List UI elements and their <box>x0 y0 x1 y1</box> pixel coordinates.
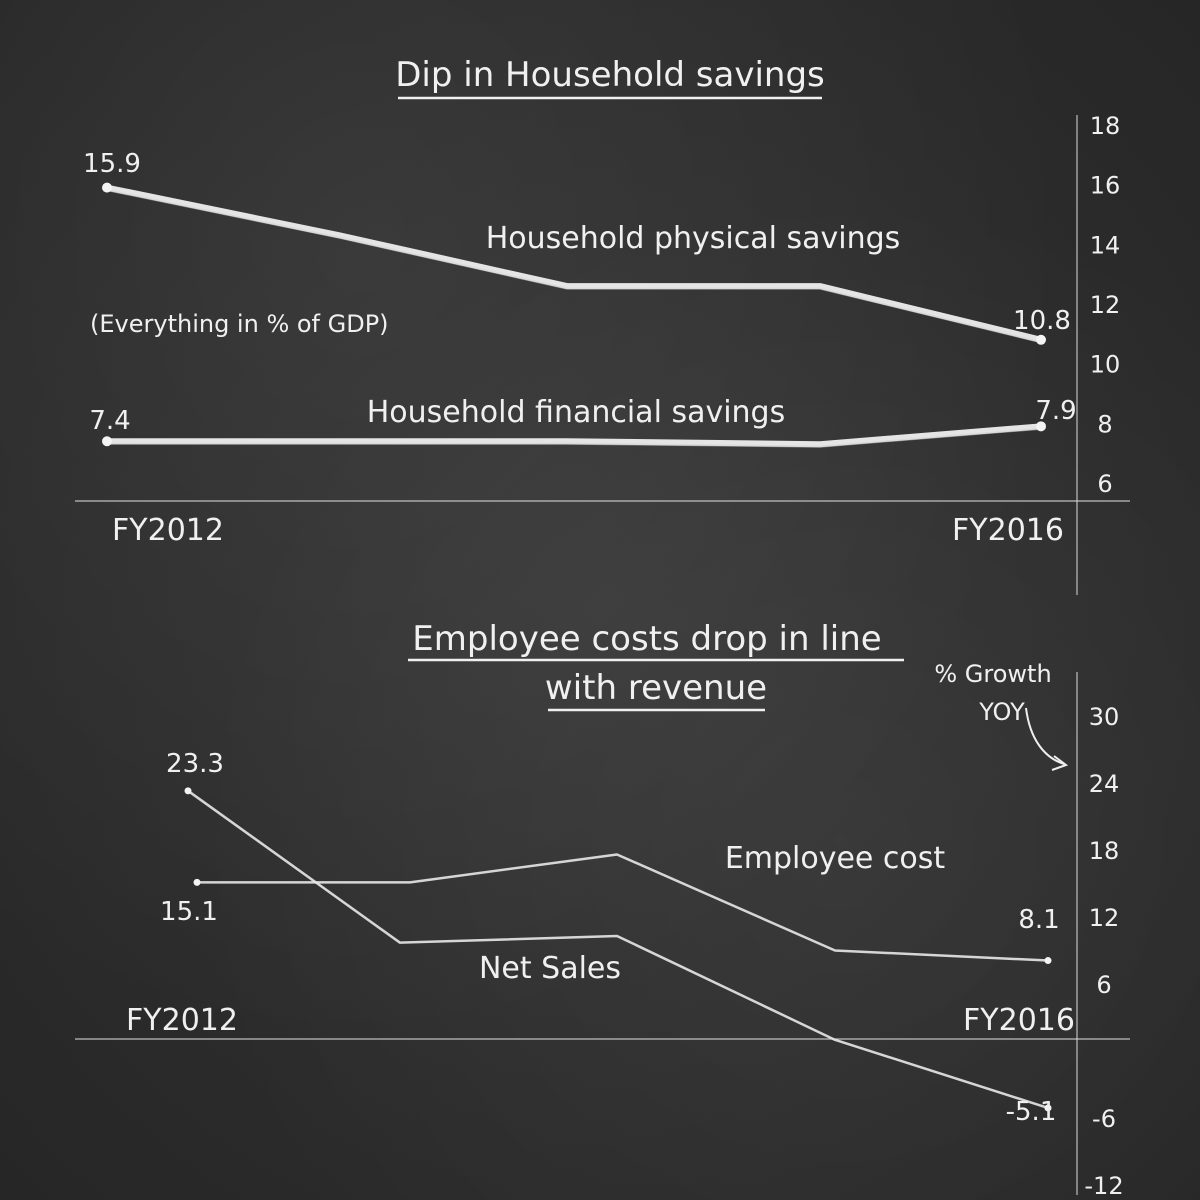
chart2-series2-name: Net Sales <box>479 951 621 986</box>
end-point-household-physical-savings <box>1036 334 1046 345</box>
chart2-series1-end-value: 8.1 <box>1018 905 1059 935</box>
y-tick-label: 30 <box>1089 703 1120 731</box>
start-point-net-sales <box>184 787 192 795</box>
start-point-employee-cost <box>193 878 201 886</box>
start-point-household-physical-savings <box>102 182 112 193</box>
chart2-series2-start-value: 23.3 <box>166 749 224 779</box>
chart2-x-start-label: FY2012 <box>126 1003 238 1038</box>
y-tick-label: 8 <box>1097 410 1112 438</box>
chart2-ylabel-line1: % Growth <box>934 660 1051 688</box>
chart2-x-end-label: FY2016 <box>963 1003 1075 1038</box>
chart2-title-line1: Employee costs drop in line <box>412 619 881 659</box>
y-tick-label: 10 <box>1090 351 1121 379</box>
chart2-series1-name: Employee cost <box>725 841 946 876</box>
y-tick-label: 18 <box>1089 837 1120 865</box>
y-tick-label: 24 <box>1089 770 1120 798</box>
end-point-employee-cost <box>1044 957 1052 965</box>
chart1-series1-start-value: 15.9 <box>83 149 141 179</box>
chart1-x-end-label: FY2016 <box>952 513 1064 548</box>
ylabel-arrow-icon <box>1025 707 1065 765</box>
chart2-title-line2: with revenue <box>545 668 767 708</box>
ylabel-arrowhead-icon <box>1051 755 1069 771</box>
series-line-employee-cost <box>197 853 1049 962</box>
y-tick-label: 12 <box>1089 904 1120 932</box>
y-tick-label: -6 <box>1092 1105 1116 1133</box>
chart1-title: Dip in Household savings <box>395 55 825 95</box>
employee-cost-chart: Employee costs drop in line with revenue… <box>75 619 1130 1200</box>
chart2-ylabel-line2: YOY <box>978 698 1025 726</box>
end-point-household-financial-savings <box>1036 421 1046 432</box>
series-line-household-financial-savings <box>104 423 1044 448</box>
household-savings-chart: Dip in Household savings (Everything in … <box>75 55 1130 595</box>
series-line-texture-household-financial-savings <box>107 427 1042 448</box>
y-tick-label: 14 <box>1090 231 1121 259</box>
start-point-household-financial-savings <box>102 436 112 447</box>
chart1-x-start-label: FY2012 <box>112 513 224 548</box>
chart2-series1-start-value: 15.1 <box>160 897 218 927</box>
chart1-series1-name: Household physical savings <box>486 221 901 256</box>
end-point-net-sales <box>1044 1104 1052 1112</box>
y-tick-label: 6 <box>1097 470 1112 498</box>
chart1-series2-name: Household financial savings <box>367 395 785 430</box>
y-tick-label: 12 <box>1090 291 1121 319</box>
chart1-note: (Everything in % of GDP) <box>90 310 389 338</box>
y-tick-label: -12 <box>1084 1172 1123 1200</box>
y-tick-label: 16 <box>1090 172 1121 200</box>
series-line-texture-household-physical-savings <box>106 189 1042 344</box>
y-tick-label: 18 <box>1090 112 1121 140</box>
chart1-series2-start-value: 7.4 <box>89 406 130 436</box>
chart1-series1-end-value: 10.8 <box>1013 306 1071 336</box>
chart2-series2-end-value: -5.1 <box>1006 1097 1057 1127</box>
chart1-series2-end-value: 7.9 <box>1035 396 1076 426</box>
y-tick-label: 6 <box>1096 971 1111 999</box>
series-line-household-physical-savings <box>104 184 1044 343</box>
series-line-net-sales <box>187 789 1049 1110</box>
